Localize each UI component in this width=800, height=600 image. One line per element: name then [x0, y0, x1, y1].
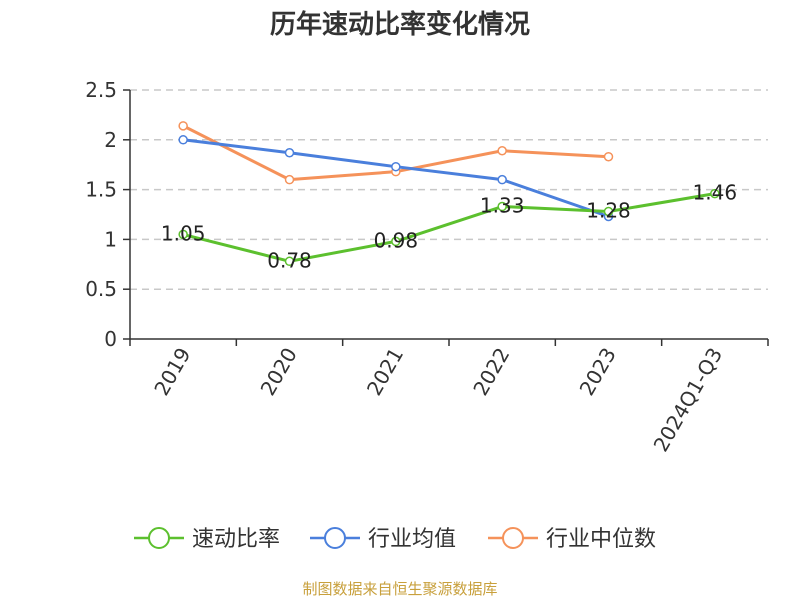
y-tick-label: 1	[104, 227, 117, 251]
data-point	[391, 236, 401, 247]
data-label: 0.98	[374, 228, 419, 252]
data-label: 1.33	[480, 194, 525, 218]
y-tick-label: 0.5	[85, 277, 117, 301]
data-point	[284, 256, 295, 267]
legend-item[interactable]: 行业中位数	[488, 527, 656, 552]
legend-label: 速动比率	[192, 527, 280, 552]
legend-label: 行业均值	[368, 527, 456, 552]
legend-marker	[148, 527, 170, 549]
data-point	[284, 174, 295, 185]
y-tick-label: 1.5	[85, 178, 117, 202]
y-tick-label: 2.5	[85, 78, 117, 102]
data-point	[178, 229, 188, 240]
series-layer	[178, 121, 720, 267]
data-point	[284, 147, 295, 158]
x-tick-label: 2022	[468, 343, 514, 399]
x-tick-label: 2024Q1-Q3	[648, 344, 727, 456]
data-point	[497, 174, 507, 185]
x-tick-label: 2021	[362, 344, 408, 400]
data-label: 1.05	[161, 221, 206, 245]
grid	[130, 89, 768, 290]
legend[interactable]: 速动比率 行业均值 行业中位数	[134, 527, 656, 552]
data-point	[603, 206, 614, 217]
x-tick-label: 2019	[149, 344, 195, 400]
data-label: 1.46	[693, 181, 738, 205]
legend-marker	[324, 527, 346, 549]
data-point	[178, 135, 188, 145]
series-line	[182, 192, 716, 263]
data-point	[710, 188, 720, 199]
data-point	[497, 201, 507, 212]
data-point	[497, 146, 507, 156]
legend-marker	[502, 527, 524, 549]
data-labels: 1.05 0.78 0.98 1.33 1.28 1.46	[161, 181, 737, 273]
y-tick-label: 0	[104, 327, 117, 351]
source-note: 制图数据来自恒生聚源数据库	[302, 580, 497, 598]
chart-title: 历年速动比率变化情况	[270, 9, 530, 40]
x-tick-label: 2020	[256, 344, 302, 400]
series-line	[182, 138, 609, 218]
data-point	[178, 121, 188, 131]
legend-item[interactable]: 行业均值	[310, 527, 456, 552]
data-label: 1.28	[586, 199, 631, 223]
legend-label: 行业中位数	[546, 527, 656, 552]
y-axis-ticks: 0 0.5 1 1.5 2 2.5	[85, 78, 130, 351]
axes	[129, 90, 768, 340]
data-point	[391, 161, 401, 172]
data-label: 0.78	[267, 248, 312, 272]
data-point	[603, 151, 614, 162]
x-tick-label: 2023	[575, 344, 621, 400]
legend-item[interactable]: 速动比率	[134, 527, 280, 552]
y-tick-label: 2	[104, 128, 117, 152]
x-axis-ticks: 2019 2020 2021 2022 2023 2024Q1-Q3	[129, 339, 769, 456]
